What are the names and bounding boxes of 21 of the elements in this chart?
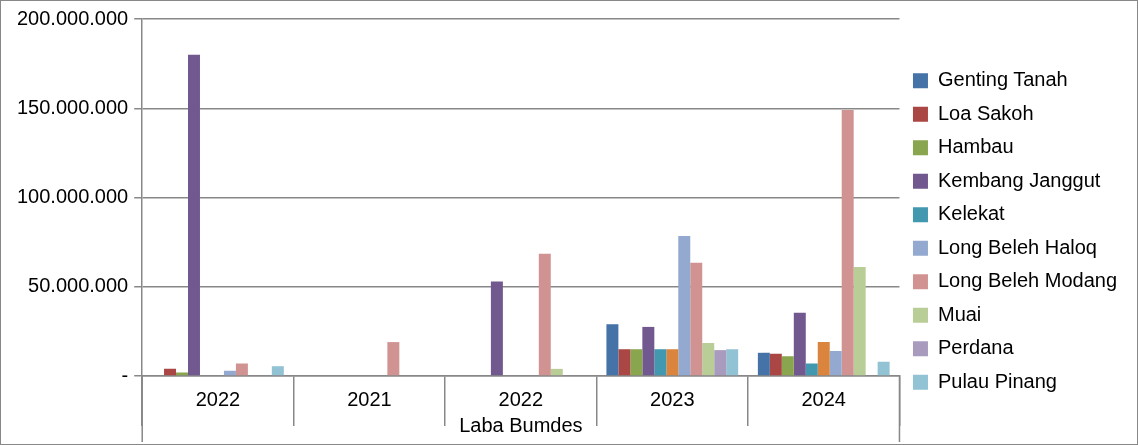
legend-label: Kelekat bbox=[937, 202, 1006, 225]
y-tick-label: 200.000.000 bbox=[16, 6, 129, 29]
y-tick-label: 50.000.000 bbox=[28, 274, 129, 297]
y-tick-label: - bbox=[121, 363, 129, 386]
x-tick-label: 2021 bbox=[347, 387, 392, 410]
x-tick-label: 2023 bbox=[650, 387, 695, 410]
y-tick-label: 100.000.000 bbox=[16, 185, 129, 208]
legend-label: Perdana bbox=[937, 336, 1015, 359]
legend-label: Muai bbox=[937, 302, 982, 325]
legend-label: Genting Tanah bbox=[937, 68, 1068, 91]
legend-label: Long Beleh Haloq bbox=[937, 235, 1097, 258]
x-tick-label: 2024 bbox=[801, 387, 846, 410]
y-tick-label: 150.000.000 bbox=[16, 95, 129, 118]
x-tick-label: 2022 bbox=[195, 387, 241, 410]
x-axis-title: Laba Bumdes bbox=[459, 413, 583, 436]
legend-label: Kembang Janggut bbox=[937, 168, 1101, 191]
legend-label: Pulau Pinang bbox=[937, 369, 1057, 392]
legend-label: Hambau bbox=[937, 135, 1014, 158]
x-tick-label: 2022 bbox=[498, 387, 544, 410]
legend-label: Long Beleh Modang bbox=[937, 269, 1118, 292]
legend-label: Loa Sakoh bbox=[937, 101, 1034, 124]
